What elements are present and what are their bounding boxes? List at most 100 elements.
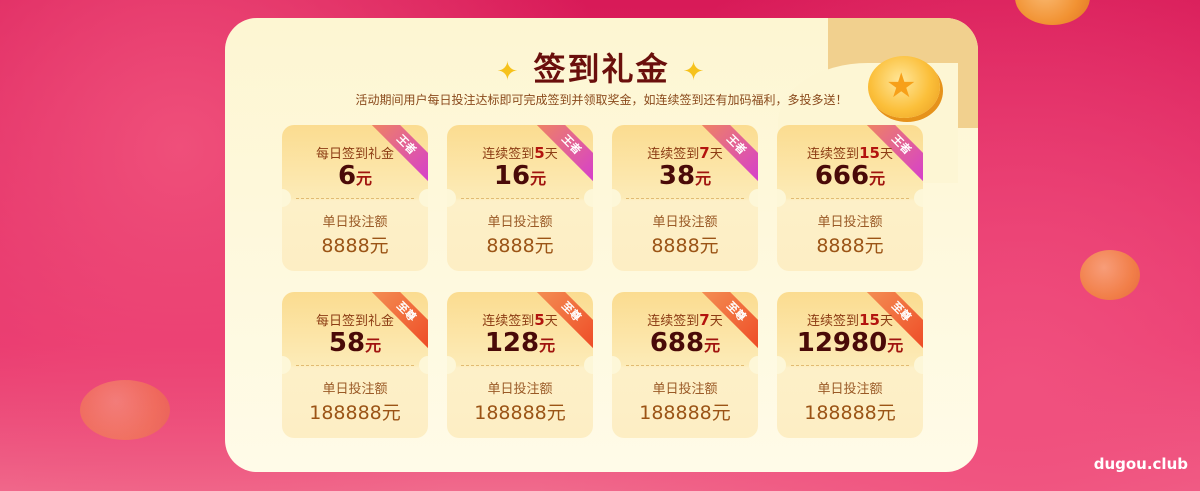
coin-star-icon: ★	[868, 56, 940, 118]
condition-unit: 天	[879, 314, 893, 329]
watermark: dugou.club	[1093, 455, 1188, 473]
divider	[461, 198, 579, 199]
page-title: ✦ 签到礼金 ✦	[225, 44, 978, 90]
ticket-notch	[419, 189, 428, 207]
reward-card[interactable]: 至尊 每日签到礼金 58元 单日投注额 188888元	[282, 292, 428, 438]
background-coin	[80, 380, 170, 440]
card-condition: 连续签到7天	[612, 310, 758, 329]
amount-unit: 元	[695, 169, 712, 188]
ticket-notch	[777, 356, 786, 374]
amount-unit: 元	[356, 169, 373, 188]
condition-text: 连续签到	[807, 147, 860, 162]
requirement-label: 单日投注额	[487, 382, 553, 397]
card-condition: 连续签到5天	[447, 143, 593, 162]
divider	[791, 365, 909, 366]
reward-amount: 6元	[282, 161, 428, 191]
amount-unit: 元	[539, 336, 556, 355]
amount-value: 38	[658, 161, 696, 191]
requirement-value: 8888元	[651, 235, 719, 257]
condition-days: 15	[859, 144, 880, 162]
requirement-value: 8888元	[816, 235, 884, 257]
reward-card[interactable]: 至尊 连续签到7天 688元 单日投注额 188888元	[612, 292, 758, 438]
condition-text: 连续签到	[647, 314, 700, 329]
condition-days: 7	[699, 144, 710, 162]
ticket-notch	[612, 356, 621, 374]
requirement-label: 单日投注额	[817, 382, 883, 397]
amount-unit: 元	[704, 336, 721, 355]
subtitle: 活动期间用户每日投注达标即可完成签到并领取奖金，如连续签到还有加码福利，多投多送…	[355, 93, 848, 107]
reward-card[interactable]: 王者 连续签到7天 38元 单日投注额 8888元	[612, 125, 758, 271]
requirement-label: 单日投注额	[322, 215, 388, 230]
sign-in-panel: ★ ✦ 签到礼金 ✦ 活动期间用户每日投注达标即可完成签到并领取奖金，如连续签到…	[225, 18, 978, 472]
reward-amount: 38元	[612, 161, 758, 191]
divider	[296, 365, 414, 366]
reward-amount: 688元	[612, 328, 758, 358]
condition-unit: 天	[544, 147, 558, 162]
condition-days: 7	[699, 311, 710, 329]
requirement-value: 8888元	[486, 235, 554, 257]
ticket-notch	[282, 356, 291, 374]
card-condition: 每日签到礼金	[282, 143, 428, 162]
condition-text: 连续签到	[647, 147, 700, 162]
requirement-label: 单日投注额	[652, 382, 718, 397]
amount-value: 128	[484, 328, 540, 358]
reward-amount: 16元	[447, 161, 593, 191]
reward-card[interactable]: 至尊 连续签到15天 12980元 单日投注额 188888元	[777, 292, 923, 438]
amount-unit: 元	[365, 336, 382, 355]
background-coin	[1015, 0, 1090, 25]
requirement-label: 单日投注额	[322, 382, 388, 397]
requirement-value: 8888元	[321, 235, 389, 257]
reward-amount: 128元	[447, 328, 593, 358]
requirement-label: 单日投注额	[652, 215, 718, 230]
condition-text: 连续签到	[482, 314, 535, 329]
ticket-notch	[914, 189, 923, 207]
ticket-notch	[447, 356, 456, 374]
requirement-value: 188888元	[474, 402, 566, 424]
requirement-label: 单日投注额	[817, 215, 883, 230]
condition-days: 5	[534, 144, 545, 162]
divider	[791, 198, 909, 199]
requirement-value: 188888元	[639, 402, 731, 424]
reward-amount: 58元	[282, 328, 428, 358]
reward-card[interactable]: 王者 连续签到15天 666元 单日投注额 8888元	[777, 125, 923, 271]
ticket-notch	[914, 356, 923, 374]
card-condition: 连续签到7天	[612, 143, 758, 162]
amount-unit: 元	[869, 169, 886, 188]
card-condition: 每日签到礼金	[282, 310, 428, 329]
requirement-value: 188888元	[804, 402, 896, 424]
ticket-notch	[419, 356, 428, 374]
divider	[461, 365, 579, 366]
background-coin	[1080, 250, 1140, 300]
reward-card[interactable]: 王者 每日签到礼金 6元 单日投注额 8888元	[282, 125, 428, 271]
amount-unit: 元	[530, 169, 547, 188]
reward-amount: 666元	[777, 161, 923, 191]
reward-amount: 12980元	[777, 328, 923, 358]
reward-card[interactable]: 至尊 连续签到5天 128元 单日投注额 188888元	[447, 292, 593, 438]
title-text: 签到礼金	[533, 50, 670, 88]
condition-unit: 天	[879, 147, 893, 162]
amount-value: 12980	[796, 328, 888, 358]
condition-days: 5	[534, 311, 545, 329]
card-condition: 连续签到15天	[777, 143, 923, 162]
ticket-notch	[584, 189, 593, 207]
condition-text: 每日签到礼金	[315, 314, 394, 329]
condition-text: 连续签到	[482, 147, 535, 162]
ticket-notch	[777, 189, 786, 207]
condition-unit: 天	[709, 147, 723, 162]
requirement-value: 188888元	[309, 402, 401, 424]
ticket-notch	[282, 189, 291, 207]
amount-value: 16	[493, 161, 531, 191]
ticket-notch	[749, 356, 758, 374]
requirement-label: 单日投注额	[487, 215, 553, 230]
ticket-notch	[749, 189, 758, 207]
ticket-notch	[584, 356, 593, 374]
amount-unit: 元	[887, 336, 904, 355]
amount-value: 688	[649, 328, 705, 358]
ticket-notch	[447, 189, 456, 207]
condition-text: 连续签到	[807, 314, 860, 329]
condition-unit: 天	[709, 314, 723, 329]
condition-days: 15	[859, 311, 880, 329]
ticket-notch	[612, 189, 621, 207]
reward-card[interactable]: 王者 连续签到5天 16元 单日投注额 8888元	[447, 125, 593, 271]
card-condition: 连续签到15天	[777, 310, 923, 329]
